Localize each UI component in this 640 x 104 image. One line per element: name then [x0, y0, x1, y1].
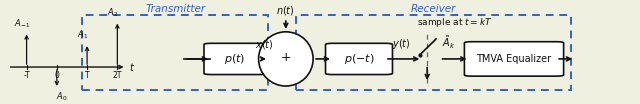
Text: $x(t)$: $x(t)$: [255, 38, 273, 51]
FancyBboxPatch shape: [326, 43, 392, 75]
Text: Transmitter: Transmitter: [145, 4, 205, 14]
Text: 2T: 2T: [113, 71, 122, 80]
Text: T: T: [84, 71, 90, 80]
FancyBboxPatch shape: [465, 42, 564, 76]
Text: $p(t)$: $p(t)$: [225, 52, 246, 66]
Text: $\tilde{A}_k$: $\tilde{A}_k$: [442, 34, 456, 51]
Text: $A_2$: $A_2$: [107, 6, 118, 19]
Text: 0: 0: [54, 71, 60, 80]
Ellipse shape: [259, 32, 313, 86]
FancyBboxPatch shape: [204, 43, 266, 75]
Text: $y(t)$: $y(t)$: [392, 37, 410, 51]
Text: -T: -T: [23, 71, 30, 80]
Text: TMVA Equalizer: TMVA Equalizer: [476, 54, 552, 64]
Text: $A_1$: $A_1$: [77, 29, 88, 41]
Text: $A_{-1}$: $A_{-1}$: [14, 17, 30, 30]
Text: $n(t)$: $n(t)$: [276, 4, 295, 17]
Text: sample at $t = kT$: sample at $t = kT$: [417, 16, 492, 29]
Text: $p(-t)$: $p(-t)$: [344, 52, 374, 66]
Text: $+$: $+$: [280, 51, 291, 64]
Text: $A_0$: $A_0$: [56, 91, 67, 103]
Text: $t$: $t$: [129, 61, 135, 73]
Text: Receiver: Receiver: [411, 4, 456, 14]
